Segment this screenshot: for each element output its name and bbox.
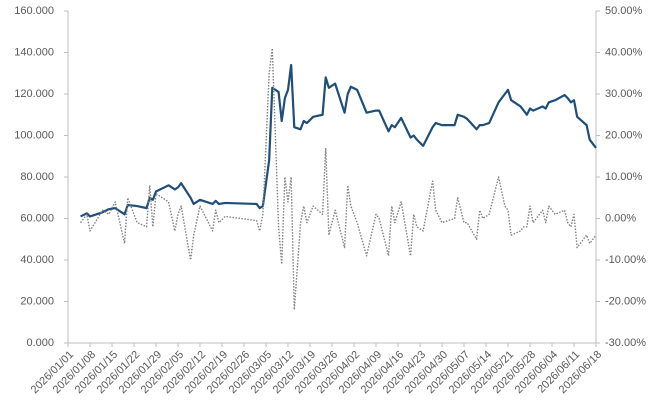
y2-tick-label: 20.00% <box>605 129 643 141</box>
series-line <box>80 47 597 311</box>
y2-tick-label: 0.00% <box>605 212 636 224</box>
y-tick-label: 120.000 <box>14 88 54 100</box>
y-tick-label: 20.000 <box>20 295 54 307</box>
y-tick-label: 40.000 <box>20 254 54 266</box>
y2-tick-label: -20.00% <box>605 295 646 307</box>
y2-tick-label: 40.00% <box>605 46 643 58</box>
y2-tick-label: 50.00% <box>605 5 643 17</box>
y2-tick-label: -30.00% <box>605 337 646 349</box>
y-tick-label: 160.000 <box>14 5 54 17</box>
y-tick-label: 100.000 <box>14 129 54 141</box>
y2-tick-label: 30.00% <box>605 88 643 100</box>
series-line <box>80 63 597 218</box>
y-tick-label: 60.000 <box>20 212 54 224</box>
y-tick-label: 0.000 <box>26 337 54 349</box>
y2-tick-label: -10.00% <box>605 254 646 266</box>
y-tick-label: 80.000 <box>20 171 54 183</box>
y-tick-label: 140.000 <box>14 46 54 58</box>
y2-tick-label: 10.00% <box>605 171 643 183</box>
